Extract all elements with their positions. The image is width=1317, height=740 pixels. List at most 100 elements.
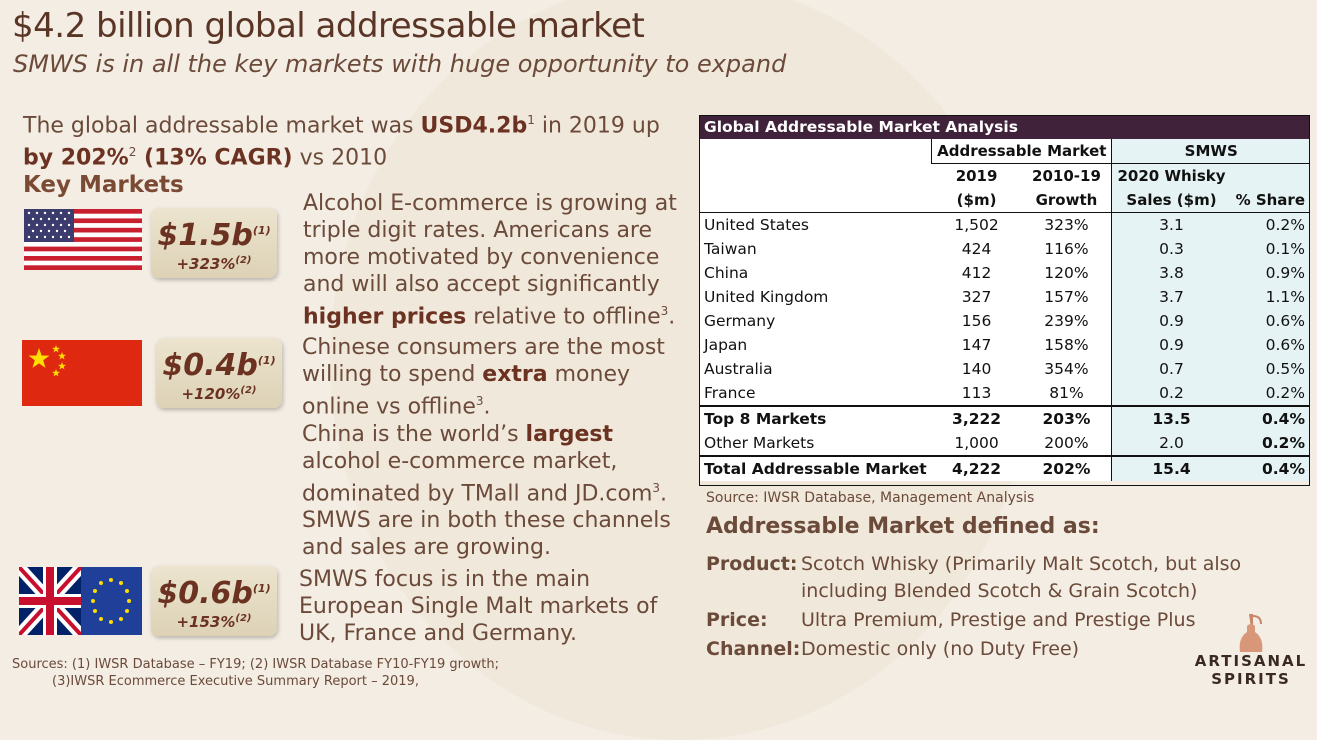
col-header-sales: 2020 Whisky [1111,163,1231,188]
col-header-share: % Share [1230,188,1310,213]
row-sales: 0.9 [1111,333,1231,357]
row-2019: 3,222 [931,405,1022,431]
definition-text: Domestic only (no Duty Free) [801,638,1080,660]
row-name: Top 8 Markets [699,405,932,431]
growth-footnote: (2) [235,613,252,624]
definition-label: Channel: [706,638,801,660]
market-growth: +153% [176,613,236,631]
growth-footnote: (2) [240,385,257,396]
row-growth: 203% [1021,405,1112,431]
uk-market-badge: $0.6b(1) +153%(2) [151,566,277,636]
text-part: China is the world’s [302,422,526,447]
table-corner [699,139,932,164]
text-part: Alcohol E-commerce is growing at triple … [303,191,677,297]
text-part: alcohol e-commerce market, dominated by … [302,449,653,507]
sources-line: Sources: (1) IWSR Database – FY19; (2) I… [12,657,500,672]
row-sales: 0.2 [1111,381,1231,406]
row-2019: 1,000 [931,431,1022,456]
row-2019: 1,502 [931,212,1022,237]
row-sales: 13.5 [1111,405,1231,431]
artisanal-spirits-logo: ARTISANAL SPIRITS [1189,612,1313,699]
text-bold: largest [525,422,614,447]
row-2019: 147 [931,333,1022,357]
page-title: $4.2 billion global addressable market [12,6,645,46]
row-name: Total Addressable Market [699,455,932,481]
col-header-growth: 2010-19 [1021,163,1112,188]
row-sales: 3.1 [1111,212,1231,237]
definition-price: Price: Ultra Premium, Prestige and Prest… [706,607,1266,634]
row-sales: 3.7 [1111,285,1231,309]
value-footnote: (1) [257,354,276,367]
row-share: 0.2% [1230,212,1310,237]
table-title: Global Addressable Market Analysis [699,115,1310,139]
text-sup: 3 [660,304,669,318]
row-2019: 113 [931,381,1022,406]
europe-market-text: SMWS focus is in the main European Singl… [299,567,658,646]
intro-text: The global addressable market was USD4.2… [23,107,683,172]
row-share: 0.6% [1230,309,1310,333]
row-growth: 116% [1021,237,1112,261]
china-market-text: Chinese consumers are the most willing t… [302,334,692,420]
definition-label: Price: [706,609,768,631]
definition-product: Product: Scotch Whisky (Primarily Malt S… [706,551,1266,605]
logo-wordmark-line1: ARTISANAL [1194,652,1308,670]
page-subtitle: SMWS is in all the key markets with huge… [13,50,787,78]
key-markets-heading: Key Markets [23,172,184,198]
pot-still-icon [1237,612,1265,652]
china-ecommerce-text: China is the world’s largest alcohol e-c… [302,421,682,561]
row-share: 0.2% [1230,381,1310,406]
row-name: United States [699,212,932,237]
table-corner [699,188,932,213]
row-share: 0.5% [1230,357,1310,381]
col-header-2019: 2019 [931,163,1022,188]
logo-wordmark-line2: SPIRITS [1211,670,1291,688]
row-growth: 239% [1021,309,1112,333]
row-2019: 156 [931,309,1022,333]
text-sup: 3 [652,481,661,495]
row-share: 0.2% [1230,431,1310,456]
row-name: China [699,261,932,285]
us-market-badge: $1.5b(1) +323%(2) [151,208,277,278]
value-footnote: (1) [252,224,271,237]
text-sup: 3 [475,394,484,408]
table-row-other: Other Markets 1,000 200% 2.0 0.2% [699,431,1310,456]
eu-flag-icon [81,567,142,635]
definition-channel: Channel: Domestic only (no Duty Free) [706,636,1266,663]
row-2019: 4,222 [931,455,1022,481]
row-share: 1.1% [1230,285,1310,309]
definition-text: Ultra Premium, Prestige and Prestige Plu… [801,609,1196,631]
row-growth: 354% [1021,357,1112,381]
table-row: United States 1,502 323% 3.1 0.2% [699,212,1310,237]
table-corner [699,163,932,188]
table-row: Taiwan 424 116% 0.3 0.1% [699,237,1310,261]
row-2019: 140 [931,357,1022,381]
definition-text: Scotch Whisky (Primarily Malt Scotch, bu… [801,553,1242,602]
market-value: $1.5b [157,218,253,253]
row-sales: 0.9 [1111,309,1231,333]
row-growth: 202% [1021,455,1112,481]
col-header-growth-unit: Growth [1021,188,1112,213]
row-sales: 15.4 [1111,455,1231,481]
market-analysis-table: Global Addressable Market Analysis Addre… [699,115,1310,481]
table-row-top8: Top 8 Markets 3,222 203% 13.5 0.4% [699,405,1310,431]
col-header-2019-unit: ($m) [931,188,1022,213]
text-part: relative to offline [466,304,661,330]
group-header-addressable: Addressable Market [931,139,1112,164]
row-growth: 200% [1021,431,1112,456]
row-sales: 0.7 [1111,357,1231,381]
row-share: 0.4% [1230,455,1310,481]
intro-part: in 2019 up [534,113,660,139]
us-market-text: Alcohol E-commerce is growing at triple … [303,190,693,330]
definition-title: Addressable Market defined as: [706,514,1100,539]
row-2019: 412 [931,261,1022,285]
row-name: Australia [699,357,932,381]
sources-footnote: Sources: (1) IWSR Database – FY19; (2) I… [12,656,499,690]
intro-bold: (13% CAGR) [136,145,293,171]
table-row: Germany 156 239% 0.9 0.6% [699,309,1310,333]
intro-sup: 2 [128,145,137,160]
text-bold: higher prices [303,304,467,330]
row-growth: 157% [1021,285,1112,309]
text-part: . [483,394,491,420]
table-row: Japan 147 158% 0.9 0.6% [699,333,1310,357]
table-source: Source: IWSR Database, Management Analys… [706,490,1035,506]
